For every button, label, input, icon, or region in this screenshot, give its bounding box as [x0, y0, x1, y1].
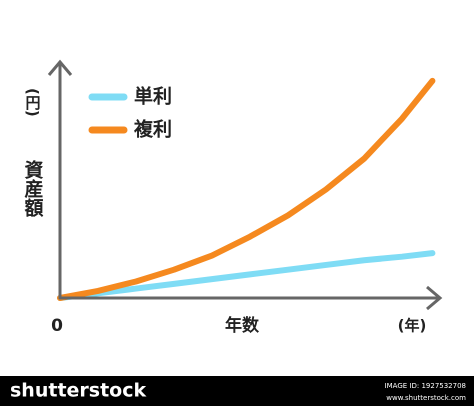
y-axis-label: 資産額	[22, 159, 44, 218]
footer-bar	[0, 376, 474, 406]
legend-label: 複利	[133, 118, 172, 141]
legend-label: 単利	[134, 85, 172, 108]
x-axis-arrow	[426, 285, 443, 311]
footer-brand: shutterstock	[10, 380, 146, 402]
x-unit: (年)	[398, 317, 427, 335]
plot-area	[57, 77, 436, 301]
footer-image-id: IMAGE ID: 1927532708	[385, 382, 466, 390]
footer-site: www.shutterstock.com	[386, 394, 466, 402]
series-line	[57, 77, 436, 301]
series-line	[57, 250, 436, 301]
y-axis-arrow	[47, 59, 73, 76]
origin-label: 0	[51, 316, 63, 336]
y-unit: (円)	[24, 88, 42, 117]
x-axis-label: 年数	[225, 315, 260, 336]
